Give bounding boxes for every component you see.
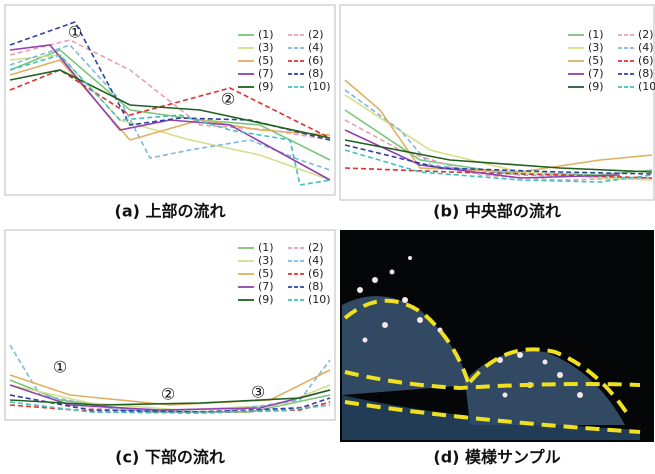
panel-caption: (b) 中央部の流れ [433, 202, 561, 221]
legend-label: (1) [258, 241, 274, 254]
legend-label: (8) [308, 67, 324, 80]
annotation: ③ [251, 383, 265, 402]
legend-label: (1) [258, 28, 274, 41]
annotation: ① [68, 23, 82, 42]
legend-label: (5) [588, 54, 604, 67]
photo [340, 230, 654, 442]
legend-label: (5) [258, 267, 274, 280]
panel-caption: (c) 下部の流れ [115, 448, 225, 467]
legend-label: (4) [308, 254, 324, 267]
legend-label: (9) [588, 80, 604, 93]
panel-caption: (a) 上部の流れ [115, 202, 226, 221]
legend-label: (7) [258, 67, 274, 80]
legend-label: (10) [638, 80, 655, 93]
legend-label: (9) [258, 80, 274, 93]
legend-label: (10) [308, 80, 331, 93]
legend-label: (3) [588, 41, 604, 54]
legend-label: (7) [588, 67, 604, 80]
legend-label: (7) [258, 280, 274, 293]
legend-label: (4) [308, 41, 324, 54]
legend-label: (8) [308, 280, 324, 293]
annotation: ① [53, 358, 67, 377]
legend-label: (3) [258, 41, 274, 54]
annotation: ② [221, 90, 235, 109]
panel-a-frame [5, 5, 335, 195]
figure: (1) (2) (3) (4) (5) (6) (7) (8) (9) (10) ① ② (a) 上部の… [0, 0, 655, 470]
legend-label: (9) [258, 293, 274, 306]
legend-label: (2) [638, 28, 654, 41]
legend-label: (2) [308, 28, 324, 41]
legend-label: (6) [308, 267, 324, 280]
legend-label: (5) [258, 54, 274, 67]
legend-label: (6) [638, 54, 654, 67]
legend-label: (10) [308, 293, 331, 306]
annotation: ② [161, 385, 175, 404]
legend-label: (1) [588, 28, 604, 41]
legend-label: (2) [308, 241, 324, 254]
legend-label: (4) [638, 41, 654, 54]
legend-label: (6) [308, 54, 324, 67]
panel-caption: (d) 模様サンプル [433, 448, 560, 467]
legend-label: (3) [258, 254, 274, 267]
legend-label: (8) [638, 67, 654, 80]
